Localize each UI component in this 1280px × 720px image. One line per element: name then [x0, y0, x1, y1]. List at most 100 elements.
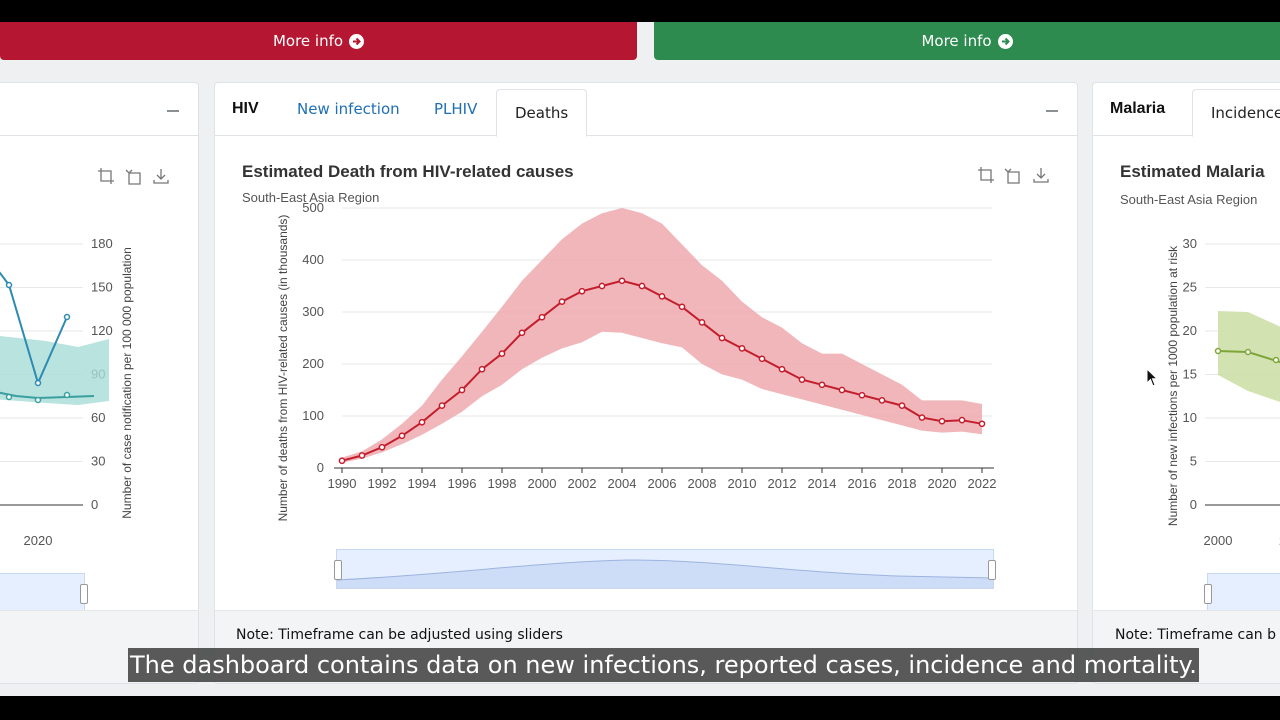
video-caption: The dashboard contains data on new infec… [128, 648, 1199, 682]
data-zoom-slider[interactable] [334, 549, 996, 589]
data-point [978, 420, 986, 428]
tb-notified-line [0, 271, 68, 386]
data-point [678, 303, 686, 311]
data-point [938, 417, 946, 425]
card-header [215, 83, 1077, 136]
data-point [518, 329, 526, 337]
y-tick-label: 0 [91, 497, 98, 512]
data-point [898, 402, 906, 409]
slider-handle-right[interactable] [988, 560, 996, 580]
more-info-label: More info [921, 32, 992, 50]
data-point [858, 391, 866, 399]
malaria-uncertainty-band [1218, 311, 1280, 402]
more-info-button-green[interactable]: More info [654, 22, 1280, 60]
data-point [698, 319, 706, 326]
data-point [638, 282, 646, 290]
slider-handle[interactable] [1204, 584, 1212, 604]
x-tick-label: 2012 [768, 476, 797, 491]
timeframe-note: Note: Timeframe can be adjusted using sl… [236, 627, 563, 643]
y-tick-label: 30 [91, 454, 105, 469]
y-axis-label: Number of deaths from HIV-related causes… [276, 215, 290, 522]
slider-preview [337, 559, 993, 588]
y-tick-label: 0 [1190, 497, 1197, 512]
data-point [918, 414, 926, 421]
reset-icon[interactable] [124, 166, 144, 186]
data-point [438, 402, 446, 409]
tab-new-infection[interactable]: New infection [297, 100, 400, 118]
x-tick-label: 1992 [368, 476, 397, 491]
y-tick-label: 0 [317, 460, 324, 475]
x-tick-label: 1994 [408, 476, 437, 491]
card-header [1093, 83, 1280, 136]
tb-xtick: 2020 [24, 533, 53, 548]
malaria-point [1214, 347, 1222, 355]
y-tick-label: 30 [1183, 236, 1197, 251]
tb-point [63, 391, 71, 399]
collapse-button[interactable] [1046, 110, 1058, 112]
data-point [738, 345, 746, 352]
tb-yaxis-label: Number of case notification per 100 000 … [120, 247, 134, 519]
x-tick-label: 2008 [688, 476, 717, 491]
download-icon[interactable] [1031, 165, 1051, 185]
tb-chart: 0306090120150180 2020 Number of case not… [0, 236, 134, 548]
data-point [778, 365, 786, 373]
y-tick-label: 150 [91, 280, 113, 295]
x-tick-label: 2018 [888, 476, 917, 491]
malaria-chart-title: Estimated Malaria [1120, 162, 1265, 181]
data-point [458, 386, 466, 394]
data-point [478, 365, 486, 373]
more-info-label: More info [272, 32, 344, 50]
tab-incidence[interactable]: Incidence [1192, 89, 1280, 137]
tb-point [5, 281, 13, 289]
x-tick-label: 2006 [648, 476, 677, 491]
x-tick-label: 2022 [968, 476, 997, 491]
hiv-card-title: HIV [232, 100, 259, 117]
data-point [958, 416, 966, 424]
x-tick-label: 2010 [728, 476, 757, 491]
y-tick-label: 5 [1190, 454, 1197, 469]
data-point [758, 355, 766, 363]
slider-handle[interactable] [80, 584, 88, 604]
zoom-select-icon[interactable] [96, 166, 116, 186]
malaria-slider[interactable] [1204, 573, 1280, 611]
data-point [798, 376, 806, 383]
data-point [338, 457, 346, 465]
more-info-button-red[interactable]: More info [0, 22, 637, 60]
x-tick-label: 1996 [448, 476, 477, 491]
slider-handle-left[interactable] [334, 560, 342, 580]
tb-slider[interactable] [0, 573, 88, 611]
y-tick-label: 400 [302, 252, 324, 267]
x-tick-label: 2002 [568, 476, 597, 491]
zoom-select-icon[interactable] [976, 165, 996, 185]
reset-icon[interactable] [1003, 165, 1023, 185]
x-tick-label: 2014 [808, 476, 837, 491]
download-icon[interactable] [151, 166, 171, 186]
malaria-card-title: Malaria [1110, 100, 1166, 117]
y-tick-label: 15 [1183, 367, 1197, 382]
tab-plhiv[interactable]: PLHIV [434, 100, 478, 118]
data-point [498, 350, 506, 357]
tb-point [5, 393, 13, 401]
data-point [418, 418, 426, 426]
data-point [618, 277, 626, 285]
arrow-right-icon [349, 33, 365, 49]
hiv-card: HIV New infection PLHIV Deaths Estimated… [214, 82, 1078, 684]
x-tick-label: 2020 [928, 476, 957, 491]
data-point [558, 298, 566, 305]
tb-card: 0306090120150180 2020 Number of case not… [0, 82, 199, 684]
data-point [378, 443, 386, 451]
y-tick-label: 100 [302, 408, 324, 423]
tab-deaths[interactable]: Deaths [496, 89, 588, 137]
y-tick-label: 25 [1183, 280, 1197, 295]
chart-title: Estimated Death from HIV-related causes [242, 162, 574, 181]
malaria-point [1272, 356, 1280, 364]
data-point [658, 293, 666, 300]
tb-point [63, 313, 71, 321]
collapse-button[interactable] [167, 110, 179, 112]
y-tick-label: 500 [302, 203, 324, 215]
y-tick-label: 180 [91, 236, 113, 251]
x-tick-label: 2016 [848, 476, 877, 491]
data-point [598, 282, 606, 290]
x-tick-label: 1998 [488, 476, 517, 491]
